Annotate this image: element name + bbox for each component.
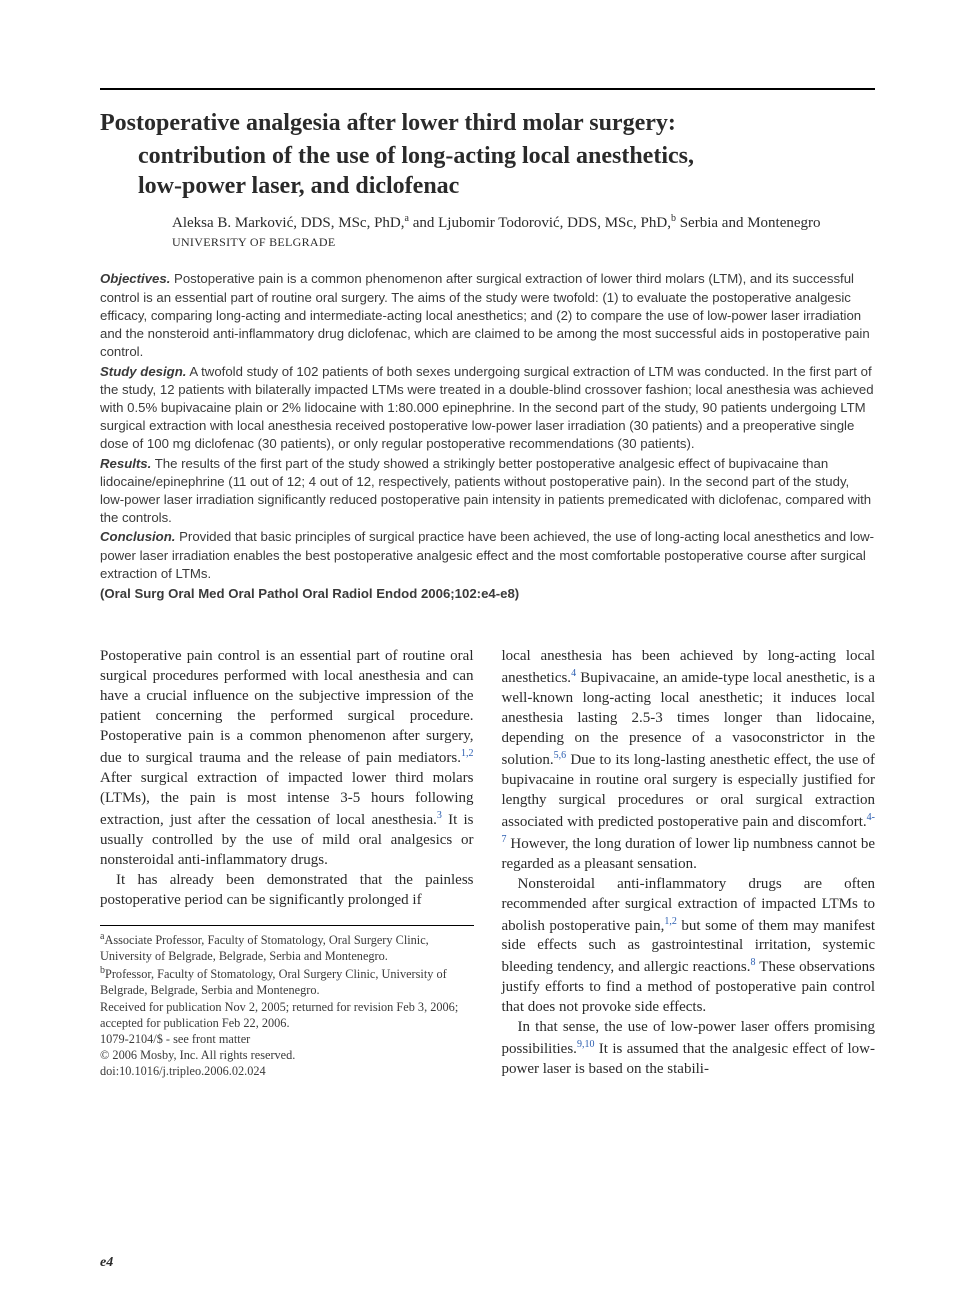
abstract-design: Study design. A twofold study of 102 pat… bbox=[100, 363, 875, 454]
body-p2: It has already been demonstrated that th… bbox=[100, 871, 474, 911]
article-title-line1: Postoperative analgesia after lower thir… bbox=[100, 108, 875, 139]
footnote-copyright: © 2006 Mosby, Inc. All rights reserved. bbox=[100, 1047, 474, 1063]
footnote-a: aAssociate Professor, Faculty of Stomato… bbox=[100, 930, 474, 965]
footnote-received: Received for publication Nov 2, 2005; re… bbox=[100, 999, 474, 1031]
footnotes: aAssociate Professor, Faculty of Stomato… bbox=[100, 925, 474, 1080]
footnote-a-text: Associate Professor, Faculty of Stomatol… bbox=[100, 933, 429, 963]
column-left: Postoperative pain control is an essenti… bbox=[100, 647, 474, 1080]
article-title-line2: contribution of the use of long-acting l… bbox=[100, 141, 875, 172]
abstract-citation: (Oral Surg Oral Med Oral Pathol Oral Rad… bbox=[100, 585, 875, 603]
page: Postoperative analgesia after lower thir… bbox=[0, 0, 975, 1305]
body-p4: Nonsteroidal anti-inflammatory drugs are… bbox=[502, 875, 876, 1019]
body-columns: Postoperative pain control is an essenti… bbox=[100, 647, 875, 1080]
column-right: local anesthesia has been achieved by lo… bbox=[502, 647, 876, 1080]
body-p3: local anesthesia has been achieved by lo… bbox=[502, 647, 876, 874]
affiliation: UNIVERSITY OF BELGRADE bbox=[100, 235, 875, 250]
article-title-line3: low-power laser, and diclofenac bbox=[100, 171, 875, 202]
abstract-conclusion: Conclusion. Provided that basic principl… bbox=[100, 528, 875, 583]
abstract-design-label: Study design. bbox=[100, 364, 186, 379]
top-rule bbox=[100, 88, 875, 90]
abstract-conclusion-text: Provided that basic principles of surgic… bbox=[100, 529, 874, 580]
abstract-design-text: A twofold study of 102 patients of both … bbox=[100, 364, 874, 452]
abstract-results-label: Results. bbox=[100, 456, 151, 471]
abstract-results-text: The results of the first part of the stu… bbox=[100, 456, 871, 526]
abstract-results: Results. The results of the first part o… bbox=[100, 455, 875, 528]
footnote-b-text: Professor, Faculty of Stomatology, Oral … bbox=[100, 967, 447, 997]
abstract-conclusion-label: Conclusion. bbox=[100, 529, 175, 544]
footnote-b: bProfessor, Faculty of Stomatology, Oral… bbox=[100, 964, 474, 999]
page-number: e4 bbox=[100, 1255, 113, 1271]
abstract-objectives-label: Objectives. bbox=[100, 271, 170, 286]
abstract: Objectives. Postoperative pain is a comm… bbox=[100, 270, 875, 603]
authors: Aleksa B. Marković, DDS, MSc, PhD,a and … bbox=[100, 212, 875, 233]
abstract-objectives: Objectives. Postoperative pain is a comm… bbox=[100, 270, 875, 361]
abstract-objectives-text: Postoperative pain is a common phenomeno… bbox=[100, 271, 870, 359]
body-p1: Postoperative pain control is an essenti… bbox=[100, 647, 474, 870]
body-p5: In that sense, the use of low-power lase… bbox=[502, 1018, 876, 1080]
footnote-issn: 1079-2104/$ - see front matter bbox=[100, 1031, 474, 1047]
footnote-doi: doi:10.1016/j.tripleo.2006.02.024 bbox=[100, 1063, 474, 1079]
